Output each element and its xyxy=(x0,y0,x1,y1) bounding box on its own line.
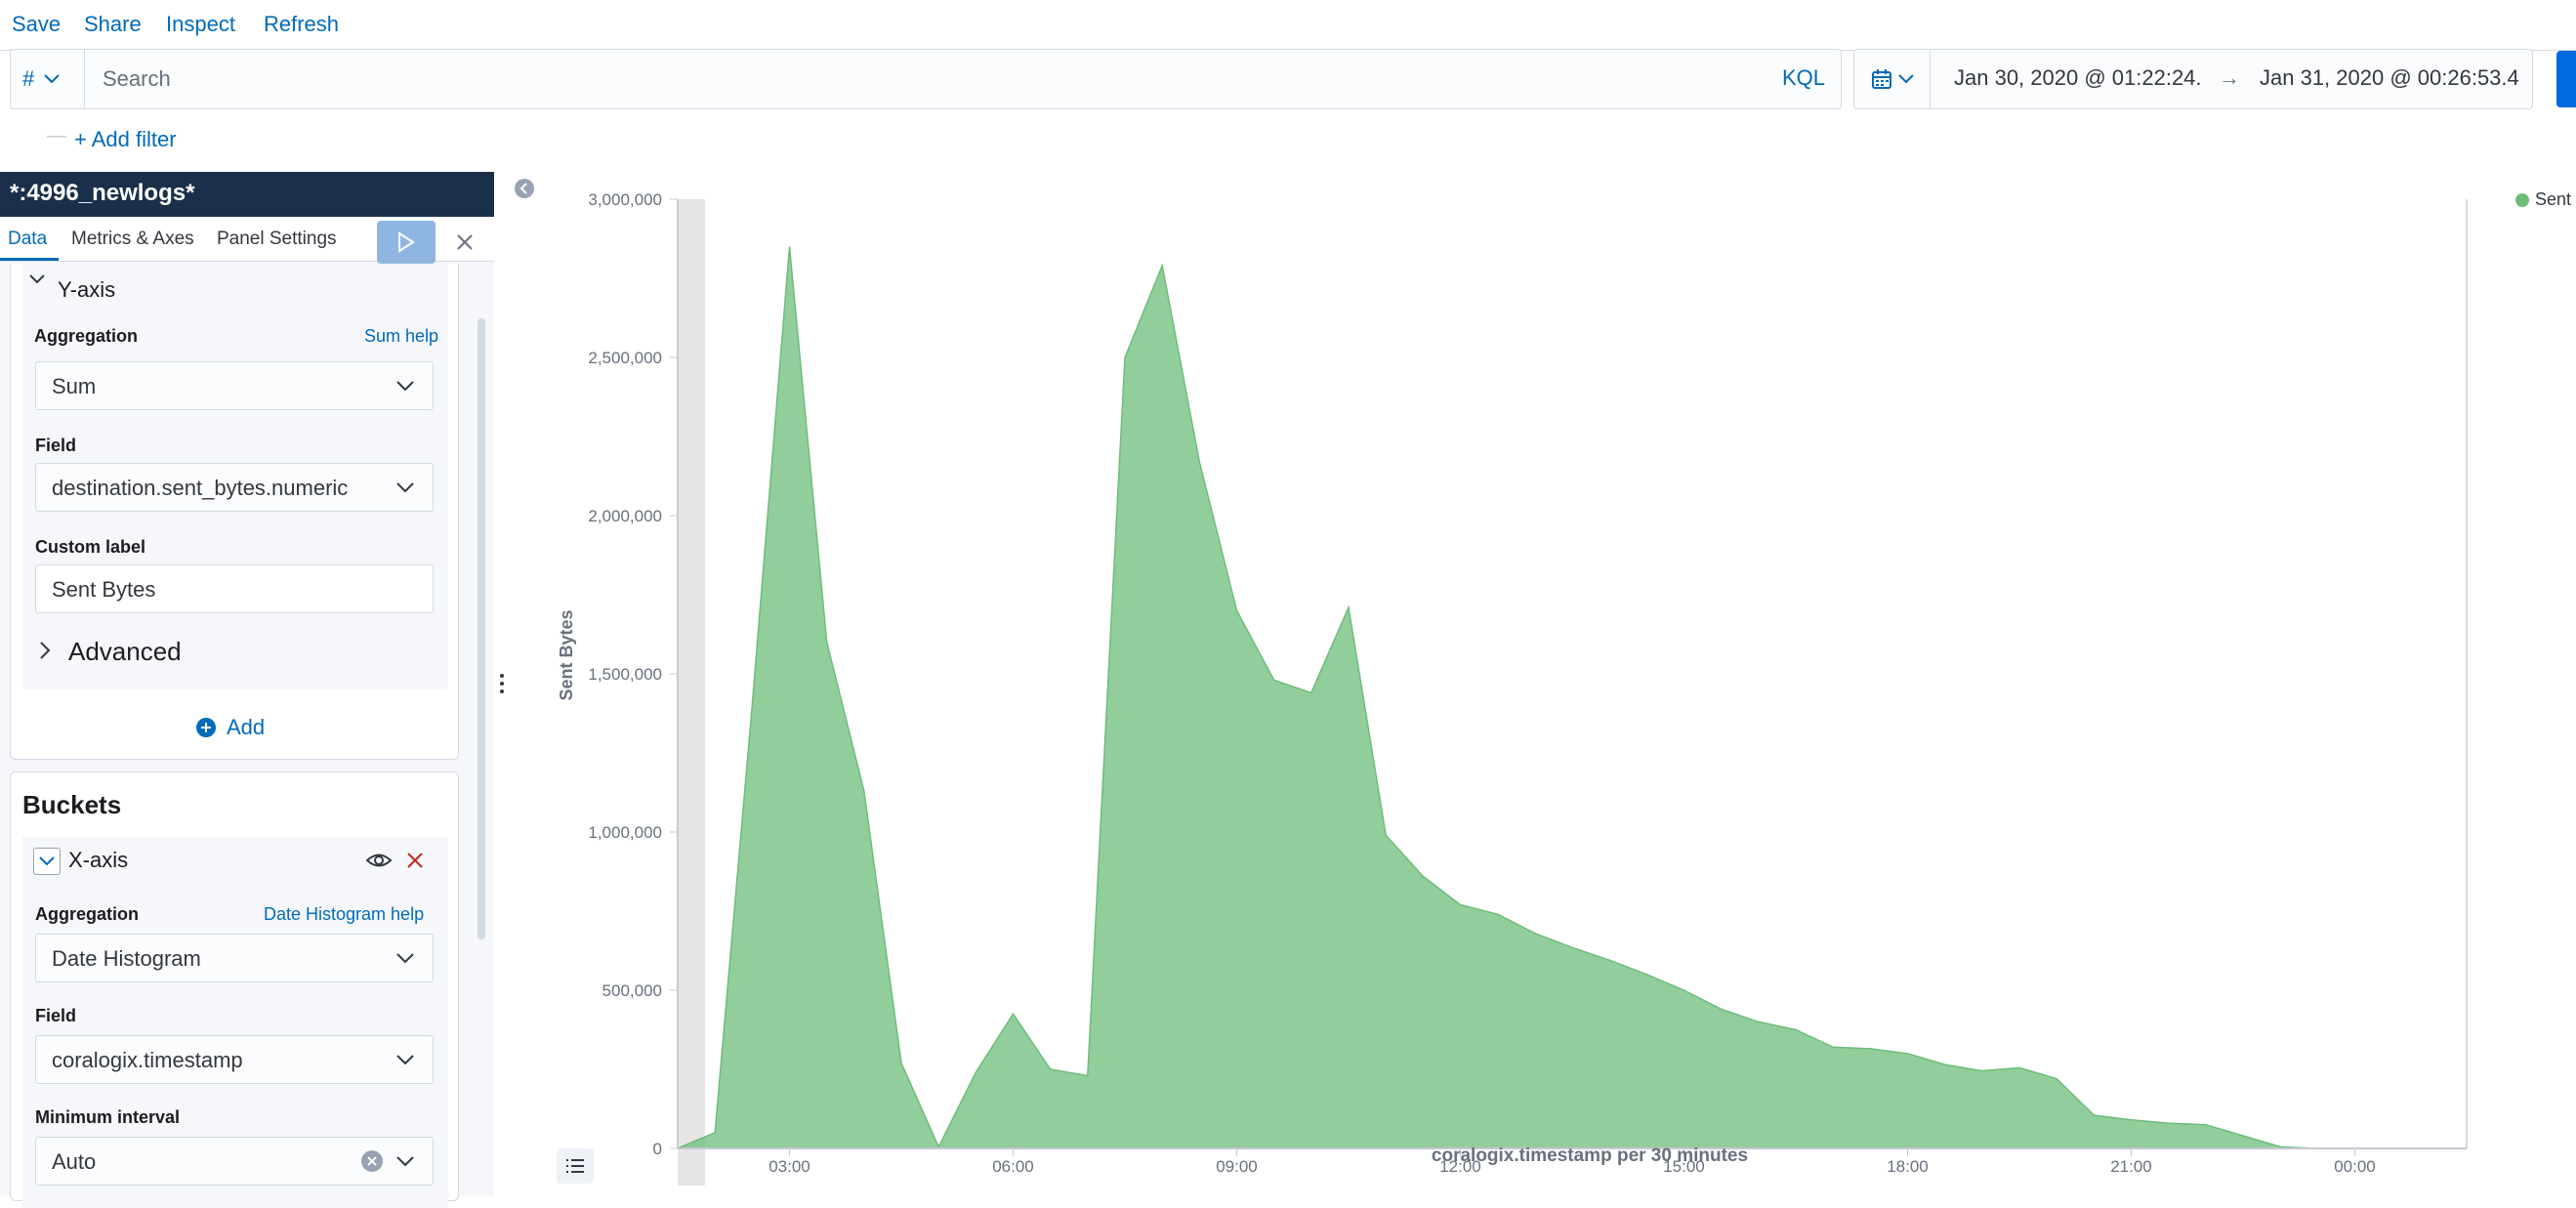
active-tab-indicator xyxy=(0,258,59,261)
eye-icon[interactable] xyxy=(365,852,393,869)
search-input[interactable] xyxy=(101,50,1683,108)
bucket-field-value: coralogix.timestamp xyxy=(52,1048,243,1072)
add-metric-button[interactable]: Add xyxy=(195,715,265,740)
x-axis-accordion-toggle[interactable] xyxy=(33,848,61,875)
custom-label-input[interactable]: Sent Bytes xyxy=(35,564,434,613)
chevron-down-icon xyxy=(44,74,60,84)
sum-help-link[interactable]: Sum help xyxy=(363,326,438,346)
x-tick-label: 03:00 xyxy=(769,1157,810,1176)
interval-label: Minimum interval xyxy=(35,1107,181,1127)
update-button[interactable] xyxy=(2556,51,2576,107)
x-tick-label: 12:00 xyxy=(1439,1157,1481,1176)
field-label: Field xyxy=(35,436,77,455)
aggregation-select[interactable]: Sum xyxy=(35,361,434,410)
x-axis-title: coralogix.timestamp per 30 minutes xyxy=(1432,1146,1748,1166)
custom-label-label: Custom label xyxy=(35,537,146,557)
bucket-field-label: Field xyxy=(35,1006,77,1025)
remove-bucket-icon[interactable] xyxy=(406,852,424,869)
date-range-arrow-icon: → xyxy=(2219,65,2240,90)
chevron-down-icon xyxy=(1897,74,1914,84)
y-tick-label: 0 xyxy=(653,1140,662,1158)
area-chart: 0 500,000 1,000,000 1,500,000 2,000,000 2,500… xyxy=(557,190,2468,1186)
custom-label-value: Sent Bytes xyxy=(52,577,156,602)
legend-toggle-button[interactable] xyxy=(557,1148,594,1184)
y-tick-label: 2,000,000 xyxy=(588,507,662,525)
tab-metrics-axes[interactable]: Metrics & Axes xyxy=(71,229,194,249)
hash-icon: # xyxy=(22,66,35,91)
inspect-link[interactable]: Inspect xyxy=(166,12,235,36)
x-tick-label: 21:00 xyxy=(2110,1157,2152,1176)
tab-panel-settings[interactable]: Panel Settings xyxy=(217,229,337,249)
add-filter-button[interactable]: + Add filter xyxy=(74,127,177,151)
index-pattern-title: *:4996_newlogs* xyxy=(0,172,494,217)
discard-button[interactable] xyxy=(451,225,478,260)
filter-separator: — xyxy=(47,125,66,146)
x-tick-label: 15:00 xyxy=(1663,1157,1705,1176)
close-icon xyxy=(457,234,473,250)
legend-series-dot xyxy=(2515,192,2529,207)
add-metric-label: Add xyxy=(227,715,266,739)
chevron-down-icon xyxy=(39,856,55,866)
tab-data[interactable]: Data xyxy=(8,229,48,249)
bucket-aggregation-select[interactable]: Date Histogram xyxy=(35,934,434,982)
sidebar-scrollbar[interactable] xyxy=(478,318,485,939)
field-select-value: destination.sent_bytes.numeric xyxy=(52,476,349,500)
query-language-menu-button[interactable]: # xyxy=(11,50,85,108)
end-date-button[interactable]: Jan 31, 2020 @ 00:26:53.4 xyxy=(2260,65,2519,90)
field-select[interactable]: destination.sent_bytes.numeric xyxy=(35,463,434,512)
interval-select[interactable]: Auto xyxy=(35,1137,434,1186)
date-picker: Jan 30, 2020 @ 01:22:24. → Jan 31, 2020 … xyxy=(1853,49,2533,109)
series-area-sent-bytes[interactable] xyxy=(677,246,2318,1149)
query-bar: # KQL xyxy=(10,49,1842,109)
play-icon xyxy=(398,231,415,253)
x-tick-label: 00:00 xyxy=(2334,1157,2376,1176)
chevron-down-icon xyxy=(396,1156,414,1167)
x-tick-label: 09:00 xyxy=(1216,1157,1258,1176)
y-tick-label: 500,000 xyxy=(602,981,662,1000)
kql-toggle-link[interactable]: KQL xyxy=(1781,65,1825,90)
advanced-toggle[interactable]: Advanced xyxy=(68,637,182,666)
aggregation-select-value: Sum xyxy=(52,374,97,398)
collapse-sidebar-icon[interactable] xyxy=(514,178,535,199)
interval-value: Auto xyxy=(52,1149,97,1174)
y-tick-label: 1,500,000 xyxy=(588,665,662,684)
plus-circle-icon xyxy=(196,718,216,737)
start-date-button[interactable]: Jan 30, 2020 @ 01:22:24. xyxy=(1954,65,2202,90)
bucket-aggregation-label: Aggregation xyxy=(35,904,139,924)
calendar-icon xyxy=(1871,69,1891,89)
chart-legend[interactable]: Sent xyxy=(2515,189,2571,210)
y-axis-title: Sent Bytes xyxy=(557,609,576,700)
buckets-title: Buckets xyxy=(22,790,122,819)
chevron-down-icon[interactable] xyxy=(28,273,46,285)
chevron-down-icon xyxy=(396,482,414,493)
chevron-right-icon[interactable] xyxy=(39,641,51,660)
x-tick-label: 18:00 xyxy=(1887,1157,1929,1176)
chevron-down-icon xyxy=(396,381,414,392)
x-axis-accordion-title[interactable]: X-axis xyxy=(68,848,129,872)
list-icon xyxy=(566,1159,584,1173)
top-nav-menu: Save Share Inspect Refresh xyxy=(0,0,2576,51)
share-link[interactable]: Share xyxy=(84,12,142,36)
chevron-down-icon xyxy=(396,1055,414,1065)
legend-series-label: Sent xyxy=(2535,189,2572,209)
y-tick-label: 2,500,000 xyxy=(588,349,662,367)
metrics-panel: Y-axis Aggregation Sum help xyxy=(10,264,459,760)
refresh-link[interactable]: Refresh xyxy=(264,12,340,36)
quick-date-menu-button[interactable] xyxy=(1854,50,1931,108)
y-axis-accordion-title[interactable]: Y-axis xyxy=(58,277,116,302)
bucket-field-select[interactable]: coralogix.timestamp xyxy=(35,1035,434,1084)
clear-icon[interactable] xyxy=(360,1149,384,1173)
x-tick-label: 06:00 xyxy=(992,1157,1034,1176)
y-tick-label: 3,000,000 xyxy=(588,190,662,209)
resize-handle-icon[interactable] xyxy=(498,672,506,695)
save-link[interactable]: Save xyxy=(12,12,62,36)
aggregation-label: Aggregation xyxy=(34,326,138,346)
chart-left-band xyxy=(678,199,705,1186)
apply-changes-button[interactable] xyxy=(377,221,436,264)
date-histogram-help-link[interactable]: Date Histogram help xyxy=(264,904,425,924)
chevron-down-icon xyxy=(396,953,414,964)
y-tick-label: 1,000,000 xyxy=(588,823,662,842)
bucket-aggregation-value: Date Histogram xyxy=(52,946,201,971)
